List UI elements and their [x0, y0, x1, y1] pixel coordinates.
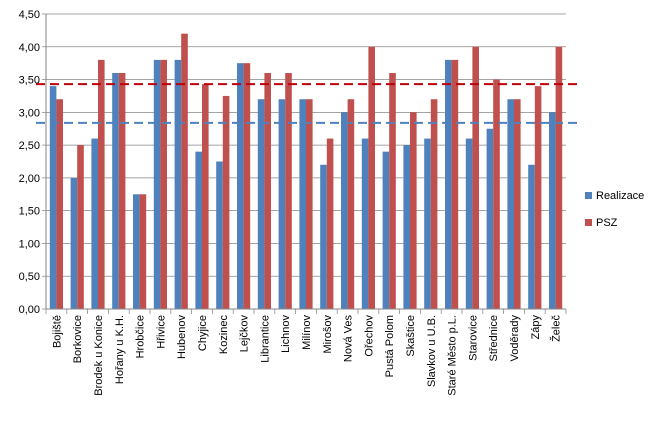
x-category-label: Milínov — [301, 315, 313, 350]
bars — [49, 33, 563, 310]
x-category-label: Borkovice — [72, 315, 84, 363]
x-category-label: Nová Ves — [343, 315, 355, 363]
bar-psz — [347, 99, 355, 309]
bar-realizace — [361, 138, 369, 309]
bar-psz — [410, 112, 417, 309]
bar-realizace — [465, 138, 473, 309]
bar-psz — [368, 46, 375, 310]
bar-realizace — [257, 99, 265, 309]
bar-realizace — [507, 99, 514, 309]
bar-psz — [77, 145, 84, 309]
bar-realizace — [424, 138, 431, 309]
x-category-label: Lichnov — [280, 315, 292, 353]
x-category-label: Zápy — [530, 315, 542, 340]
x-category-label: Hořany u K.H. — [114, 315, 126, 384]
reference-lines — [36, 83, 580, 124]
bar-psz — [534, 86, 542, 309]
x-category-labels: Bojiště Borkovice Brodek u Konice Hořany u … — [51, 315, 562, 396]
x-category-label: Ořechov — [363, 315, 375, 357]
y-tick-label: 2,50 — [19, 140, 40, 152]
bar-realizace — [341, 112, 348, 309]
legend-label: PSZ — [596, 217, 618, 229]
bar-realizace — [153, 59, 161, 310]
x-category-label: Voděrady — [509, 315, 521, 362]
bar-realizace — [299, 99, 306, 309]
bar-realizace — [112, 73, 119, 309]
bar-realizace — [91, 138, 98, 309]
legend-swatch — [585, 219, 592, 226]
x-category-label: Brodek u Konice — [93, 315, 105, 396]
bar-psz — [118, 73, 126, 309]
y-tick-label: 4,00 — [19, 42, 40, 54]
bar-realizace — [278, 99, 286, 309]
bar-psz — [493, 79, 500, 309]
bar-psz — [472, 46, 479, 310]
bar-psz — [306, 99, 313, 309]
bar-realizace — [382, 151, 390, 309]
bar-psz — [181, 33, 188, 310]
bar-realizace — [445, 59, 452, 310]
bar-psz — [222, 95, 230, 309]
bar-psz — [514, 99, 521, 309]
bar-realizace — [195, 151, 202, 309]
x-category-label: Hřivice — [155, 315, 167, 349]
y-tick-label: 3,00 — [19, 107, 40, 119]
y-tick-label: 2,00 — [19, 173, 40, 185]
bar-psz — [555, 46, 563, 310]
x-category-label: Skaštice — [405, 315, 417, 357]
bar-psz — [285, 73, 292, 309]
bar-psz — [160, 59, 167, 310]
x-category-label: Bojiště — [51, 315, 63, 348]
x-category-label: Chyjice — [197, 315, 209, 351]
y-tick-label: 0,50 — [19, 271, 40, 283]
y-tick-label: 1,00 — [19, 238, 40, 250]
y-tick-labels: 0,00 0,50 1,00 1,50 2,00 2,50 3,00 3,50 4,00 4,50 — [19, 9, 40, 316]
axes — [45, 14, 567, 314]
bar-realizace — [174, 59, 182, 310]
x-category-label: Střednice — [488, 315, 500, 361]
bar-psz — [326, 138, 334, 309]
bar-realizace — [133, 194, 140, 309]
y-tick-label: 0,00 — [19, 304, 40, 316]
x-category-label: Pustá Polom — [384, 315, 396, 377]
legend-swatch — [585, 192, 592, 199]
x-category-label: Kozinec — [218, 315, 230, 355]
bar-realizace — [216, 161, 223, 309]
bar-realizace — [486, 128, 494, 309]
y-tick-label: 4,50 — [19, 9, 40, 21]
bar-psz — [202, 84, 209, 310]
bar-realizace — [403, 145, 410, 309]
x-category-label: Lejčkov — [239, 315, 251, 353]
x-category-label: Hrobčice — [135, 315, 147, 358]
y-tick-label: 1,50 — [19, 206, 40, 218]
x-category-label: Hubenov — [176, 315, 188, 360]
x-category-label: Starovice — [467, 315, 479, 361]
y-tick-label: 3,50 — [19, 75, 40, 87]
bar-realizace — [320, 164, 327, 309]
bar-psz — [264, 73, 271, 309]
bar-psz — [389, 73, 396, 309]
bar-psz — [56, 99, 63, 309]
x-category-label: Librantice — [259, 315, 271, 363]
x-category-label: Staré Město p.L. — [447, 315, 459, 396]
bar-psz — [139, 194, 147, 309]
legend-label: Realizace — [596, 190, 644, 202]
bar-realizace — [237, 63, 244, 309]
bar-psz — [98, 59, 105, 310]
x-category-label: Želeč — [550, 315, 563, 342]
x-category-label: Slavkov u U.B. — [426, 315, 438, 387]
bar-realizace — [70, 177, 78, 309]
bar-psz — [430, 99, 438, 309]
x-category-label: Mirošov — [322, 315, 334, 354]
bar-realizace — [49, 86, 57, 309]
bar-realizace — [528, 164, 535, 309]
bar-psz — [451, 59, 459, 310]
bar-realizace — [549, 112, 556, 309]
bar-psz — [243, 63, 251, 309]
legend: Realizace PSZ — [585, 190, 644, 229]
